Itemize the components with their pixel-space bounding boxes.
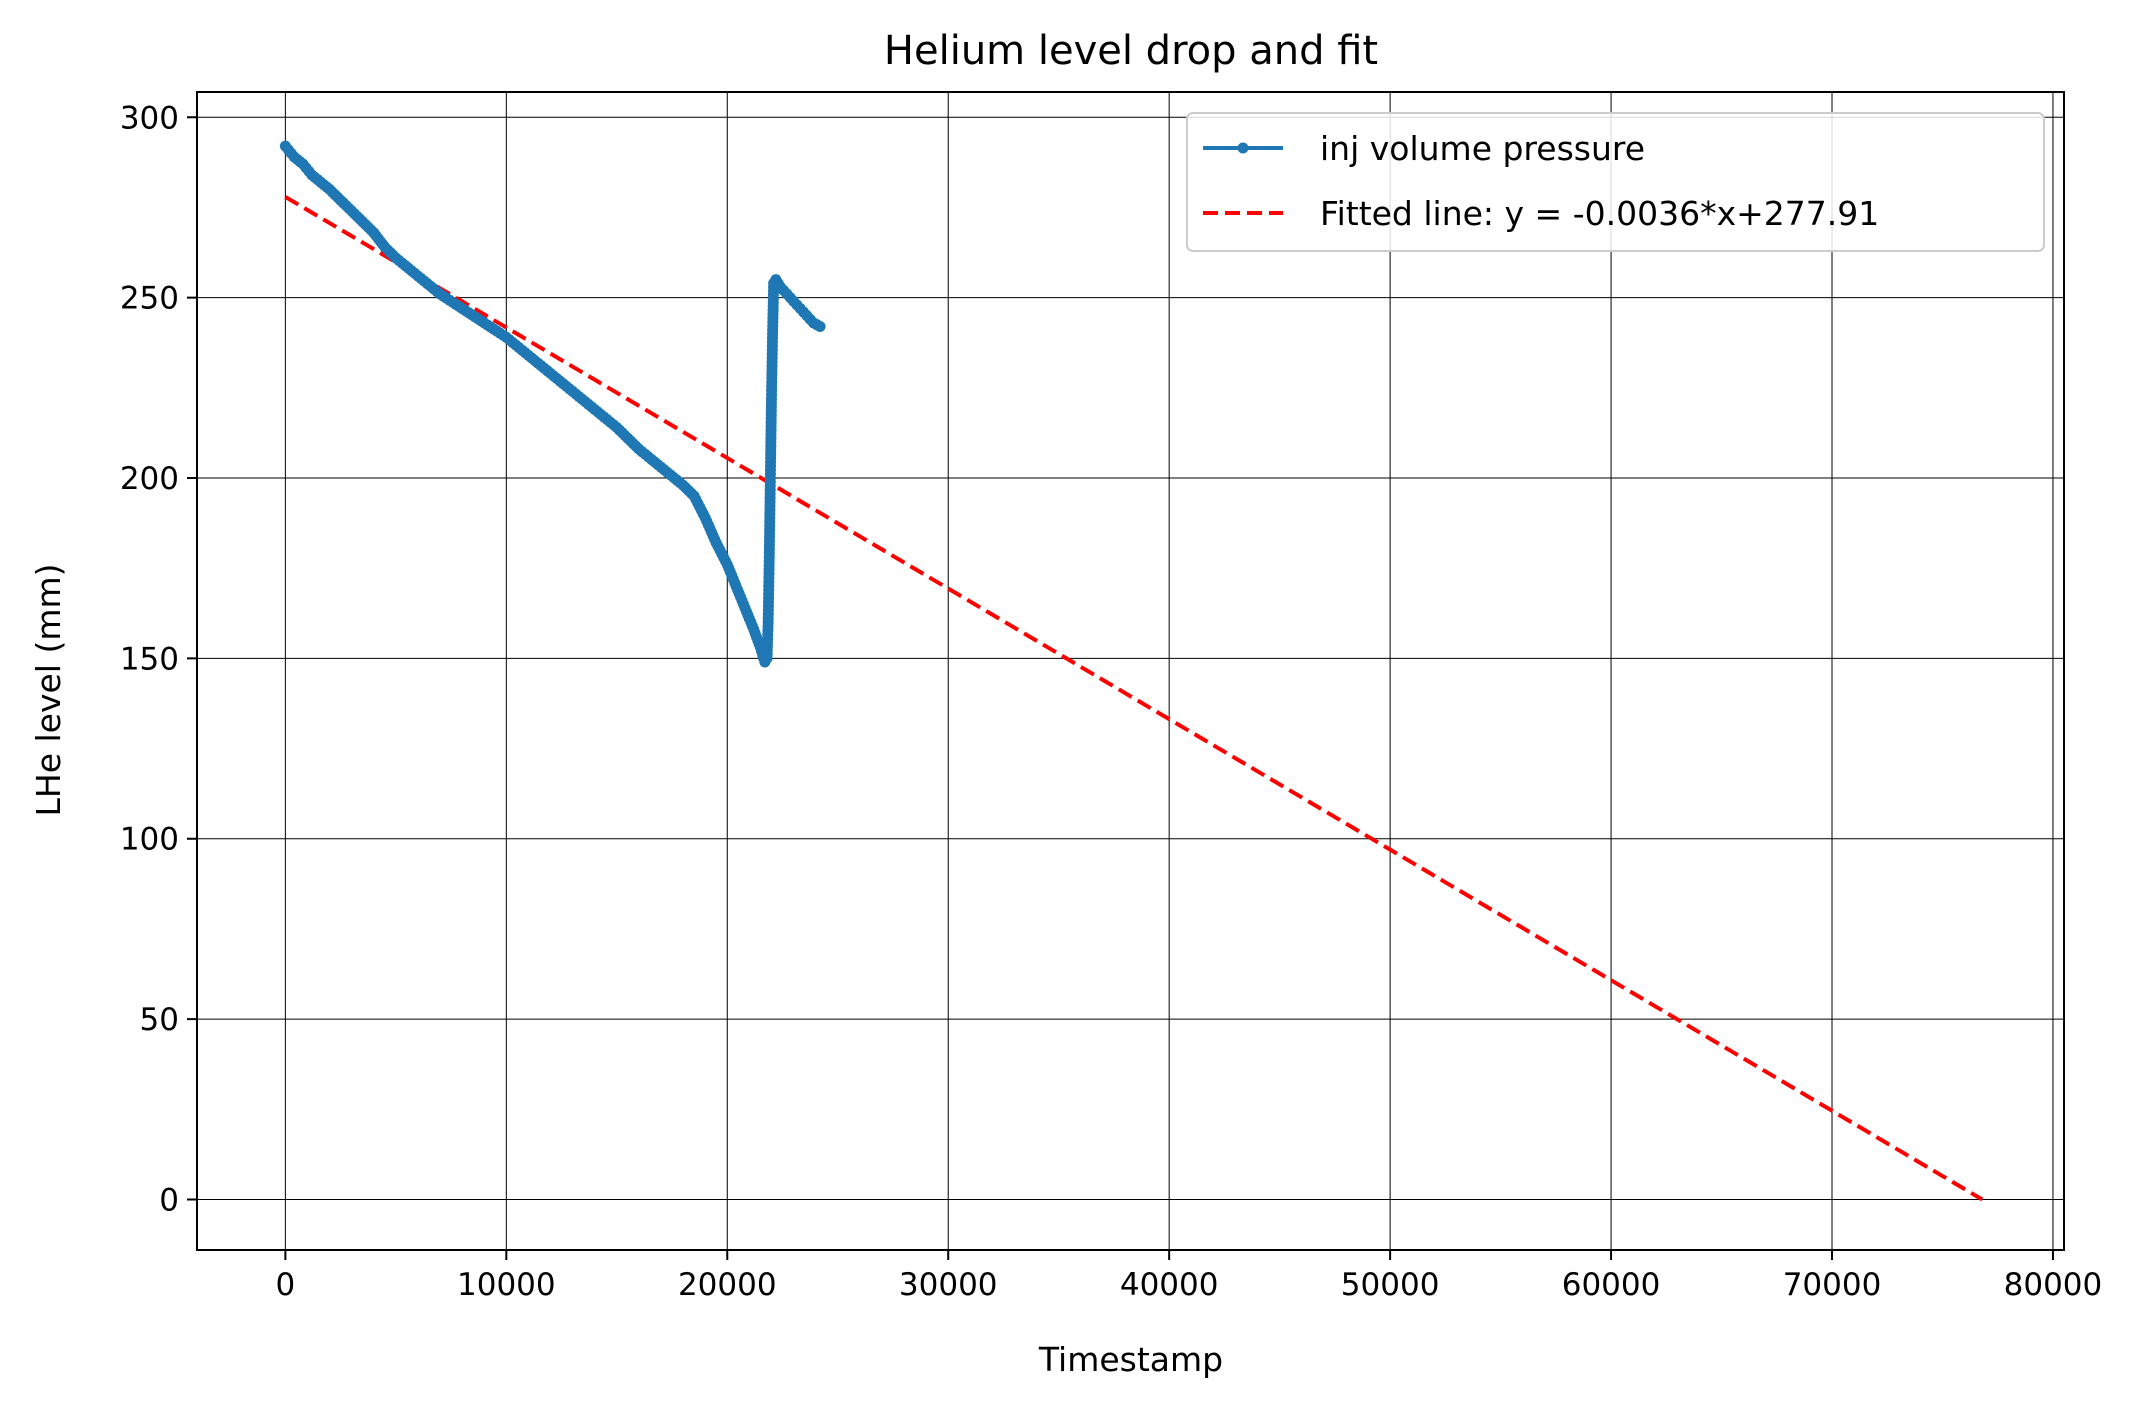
y-tick-label: 250 [120, 281, 179, 317]
legend: inj volume pressure Fitted line: y = -0.… [1186, 112, 2045, 252]
y-tick-label: 100 [120, 822, 179, 858]
x-axis-label: Timestamp [1038, 1340, 1223, 1379]
x-tick-label: 0 [276, 1267, 296, 1303]
x-tick-label: 60000 [1562, 1267, 1661, 1303]
x-tick-label: 30000 [899, 1267, 998, 1303]
x-tick-label: 10000 [457, 1267, 556, 1303]
x-tick-label: 40000 [1120, 1267, 1219, 1303]
plot-frame [196, 91, 2065, 1251]
legend-label-fit: Fitted line: y = -0.0036*x+277.91 [1320, 194, 1879, 233]
data-series [279, 140, 826, 668]
x-tick-label: 20000 [678, 1267, 777, 1303]
y-axis-ticks: 0 50 100 150 200 250 300 [120, 100, 197, 1218]
x-axis-ticks: 0 10000 20000 30000 40000 50000 60000 70000 8000… [276, 1250, 2103, 1303]
fit-line [284, 195, 1984, 1202]
x-tick-label: 50000 [1341, 1267, 1440, 1303]
y-tick-label: 200 [120, 461, 179, 497]
y-tick-label: 0 [159, 1182, 179, 1218]
data-point [814, 320, 826, 332]
fit-series [284, 195, 1984, 1202]
y-tick-label: 300 [120, 100, 179, 136]
legend-marker-data [1237, 142, 1249, 154]
legend-box [1186, 112, 2045, 252]
legend-label-data: inj volume pressure [1320, 129, 1645, 168]
chart-title: Helium level drop and fit [884, 28, 1378, 74]
y-axis-label: LHe level (mm) [29, 564, 68, 817]
x-tick-label: 70000 [1783, 1267, 1882, 1303]
y-tick-label: 50 [140, 1002, 179, 1038]
grid [197, 92, 2064, 1250]
x-tick-label: 80000 [2004, 1267, 2103, 1303]
y-tick-label: 150 [120, 641, 179, 677]
